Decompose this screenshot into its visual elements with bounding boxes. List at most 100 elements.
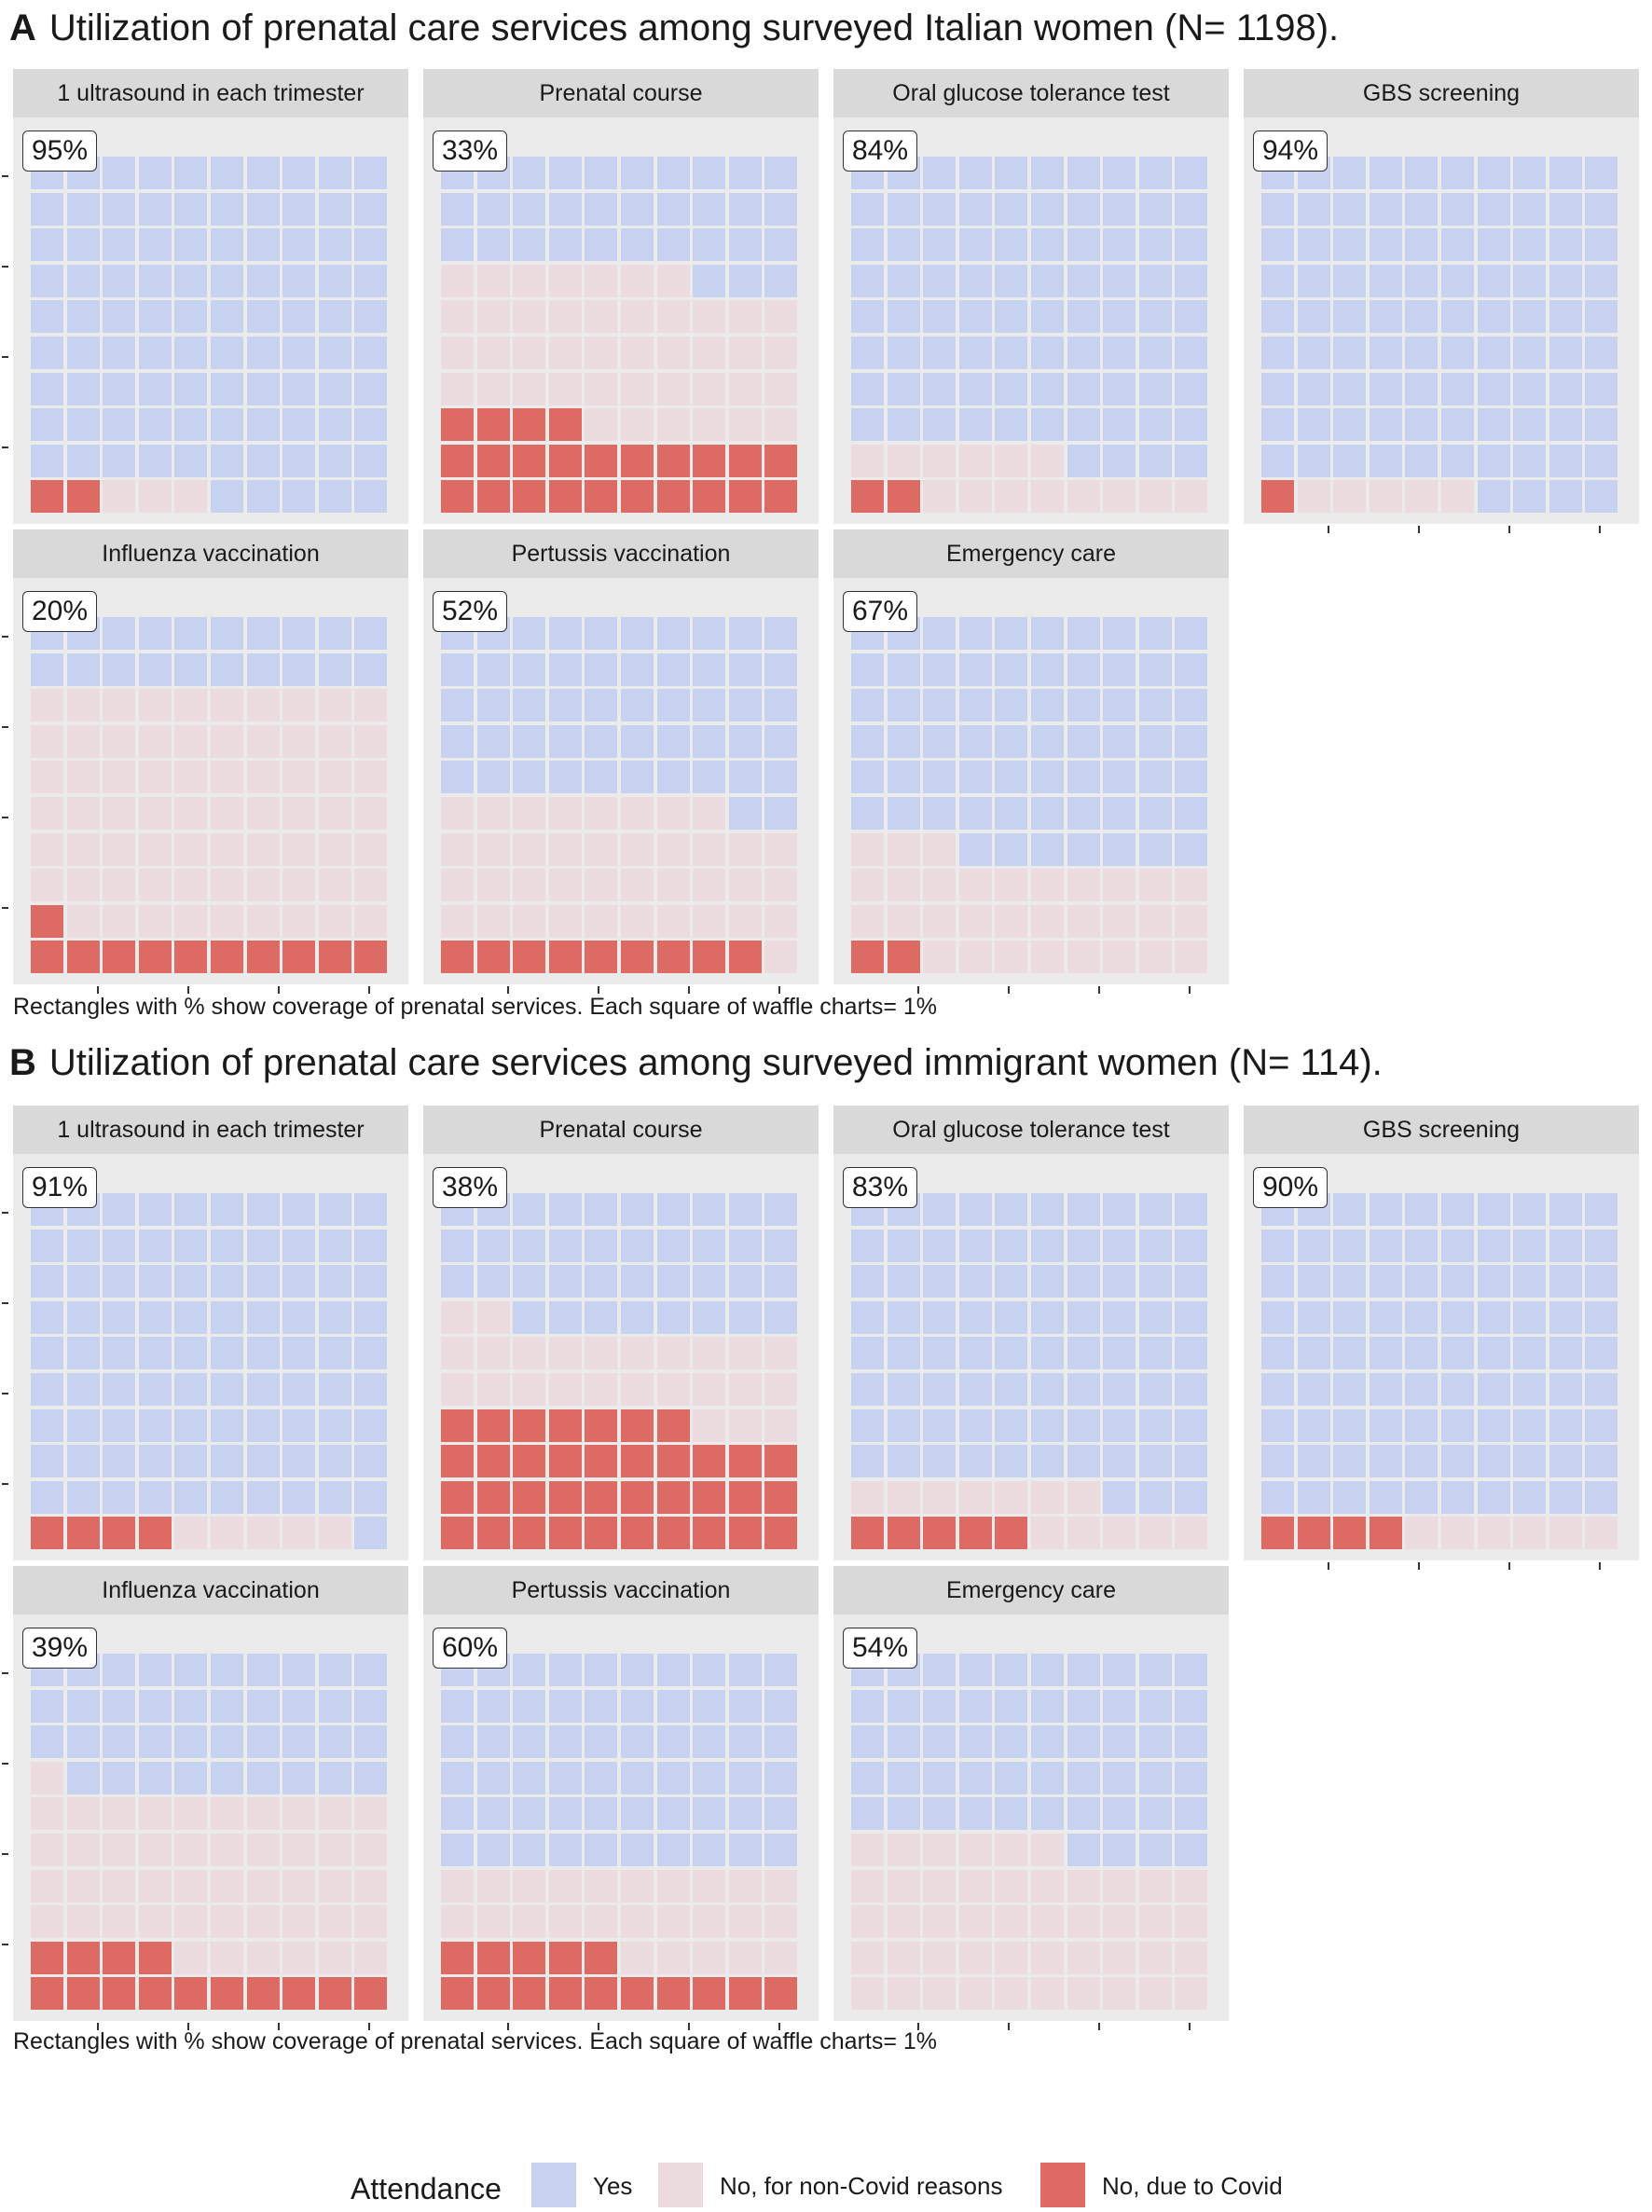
- waffle-cell-yes: [513, 653, 546, 686]
- waffle-cell-no-non-covid: [1067, 1941, 1100, 1974]
- waffle-cell-no-non-covid: [958, 444, 992, 477]
- waffle-cell-no-non-covid: [138, 1869, 172, 1903]
- waffle-cell-no-covid: [282, 1977, 316, 2011]
- waffle-cell-no-non-covid: [693, 1373, 726, 1406]
- waffle-cell-yes: [246, 1480, 280, 1514]
- waffle-cell-yes: [1067, 1797, 1100, 1831]
- waffle-cell-yes: [211, 617, 243, 650]
- waffle-cell-yes: [621, 228, 654, 262]
- waffle-cell-yes: [1477, 337, 1510, 369]
- waffle-cell-no-non-covid: [246, 1834, 280, 1866]
- waffle-cell-no-non-covid: [1138, 1941, 1172, 1974]
- waffle-cell-no-covid: [441, 1408, 474, 1442]
- waffle-cell-no-non-covid: [656, 408, 690, 442]
- waffle-cell-yes: [354, 1480, 388, 1514]
- waffle-cell-yes: [887, 1761, 920, 1794]
- waffle-cell-yes: [354, 1445, 388, 1478]
- waffle-cell-no-non-covid: [246, 869, 280, 902]
- waffle-cell-no-non-covid: [958, 941, 992, 974]
- waffle-cell-no-non-covid: [1031, 1834, 1064, 1866]
- waffle-cell-yes: [103, 1265, 136, 1298]
- waffle-cell-no-non-covid: [995, 941, 1028, 974]
- y-axis-tick: [2, 726, 8, 728]
- waffle-cell-yes: [1067, 337, 1100, 369]
- waffle-cell-yes: [1441, 1445, 1474, 1478]
- coverage-label: 95%: [22, 131, 98, 172]
- waffle-cell-no-non-covid: [995, 480, 1028, 514]
- waffle-cell-no-non-covid: [1103, 1517, 1136, 1550]
- waffle-cell-no-non-covid: [476, 797, 510, 830]
- waffle-cell-no-non-covid: [585, 832, 618, 866]
- waffle-cell-no-non-covid: [66, 1869, 100, 1903]
- waffle-cell-no-non-covid: [138, 869, 172, 902]
- waffle-cell-yes: [728, 157, 762, 189]
- waffle-cell-yes: [282, 192, 316, 226]
- waffle-cell-yes: [282, 337, 316, 369]
- legend-swatch-no-non-covid: [658, 2163, 703, 2207]
- coverage-label: 90%: [1253, 1167, 1328, 1208]
- waffle-cell-no-non-covid: [1441, 480, 1474, 514]
- waffle-cell-no-non-covid: [728, 1337, 762, 1370]
- waffle-cell-no-non-covid: [958, 1905, 992, 1939]
- waffle-cell-yes: [1138, 1408, 1172, 1442]
- waffle-cell-yes: [138, 1193, 172, 1226]
- waffle-cell-no-non-covid: [138, 480, 172, 514]
- waffle-cell-yes: [1513, 228, 1547, 262]
- waffle-cell-yes: [1297, 1408, 1330, 1442]
- waffle-cell-yes: [728, 1797, 762, 1831]
- waffle-cell-no-non-covid: [1067, 869, 1100, 902]
- waffle-cell-no-covid: [476, 444, 510, 477]
- waffle-cell-yes: [1261, 1408, 1294, 1442]
- y-axis-tick: [2, 636, 8, 638]
- waffle-cell-yes: [1031, 617, 1064, 650]
- waffle-cell-no-covid: [476, 480, 510, 514]
- waffle-cell-yes: [31, 337, 63, 369]
- waffle-cell-yes: [318, 1725, 351, 1759]
- waffle-cell-yes: [958, 264, 992, 297]
- waffle-cell-no-non-covid: [1138, 941, 1172, 974]
- waffle-cell-yes: [764, 192, 798, 226]
- waffle-cell-yes: [1175, 1229, 1208, 1262]
- waffle-cell-yes: [354, 408, 388, 442]
- waffle-cell-yes: [693, 157, 726, 189]
- waffle-cell-yes: [1585, 1480, 1618, 1514]
- waffle-cell-yes: [1477, 1337, 1510, 1370]
- waffle-cell-no-covid: [1261, 480, 1294, 514]
- waffle-cell-yes: [1067, 1834, 1100, 1866]
- waffle-cell-no-non-covid: [354, 1869, 388, 1903]
- waffle-cell-no-covid: [31, 941, 63, 974]
- waffle-cell-yes: [851, 1300, 884, 1334]
- waffle-cell-no-non-covid: [103, 904, 136, 938]
- waffle-cell-no-covid: [513, 480, 546, 514]
- waffle-cell-yes: [318, 408, 351, 442]
- waffle-cell-yes: [1175, 264, 1208, 297]
- waffle-cell-yes: [1138, 1300, 1172, 1334]
- waffle-cell-yes: [354, 1337, 388, 1370]
- x-axis-tick: [778, 986, 780, 994]
- waffle-cell-yes: [1549, 1408, 1582, 1442]
- waffle-cell-no-non-covid: [923, 1905, 957, 1939]
- waffle-cell-yes: [1138, 724, 1172, 758]
- waffle-cell-yes: [995, 1193, 1028, 1226]
- waffle-cell-yes: [851, 1445, 884, 1478]
- waffle-cell-yes: [1175, 228, 1208, 262]
- waffle-cell-yes: [1333, 1480, 1367, 1514]
- waffle-cell-yes: [211, 1337, 243, 1370]
- waffle-cell-yes: [851, 408, 884, 442]
- waffle-cell-yes: [1261, 1337, 1294, 1370]
- waffle-cell-no-non-covid: [246, 1905, 280, 1939]
- waffle-cell-no-covid: [513, 1445, 546, 1478]
- section-b-caption: Rectangles with % show coverage of prena…: [13, 2028, 938, 2054]
- waffle-cell-no-covid: [621, 941, 654, 974]
- waffle-cell-yes: [1405, 337, 1439, 369]
- waffle-cell-no-non-covid: [31, 1761, 63, 1794]
- waffle-cell-yes: [585, 1834, 618, 1866]
- waffle-cell-no-covid: [656, 1408, 690, 1442]
- waffle-cell-yes: [318, 372, 351, 405]
- waffle-cell-yes: [1549, 444, 1582, 477]
- waffle-cell-no-non-covid: [1067, 1869, 1100, 1903]
- waffle-cell-yes: [1175, 408, 1208, 442]
- waffle-cell-yes: [476, 724, 510, 758]
- waffle-cell-yes: [1175, 1265, 1208, 1298]
- waffle-cell-no-covid: [621, 1977, 654, 2011]
